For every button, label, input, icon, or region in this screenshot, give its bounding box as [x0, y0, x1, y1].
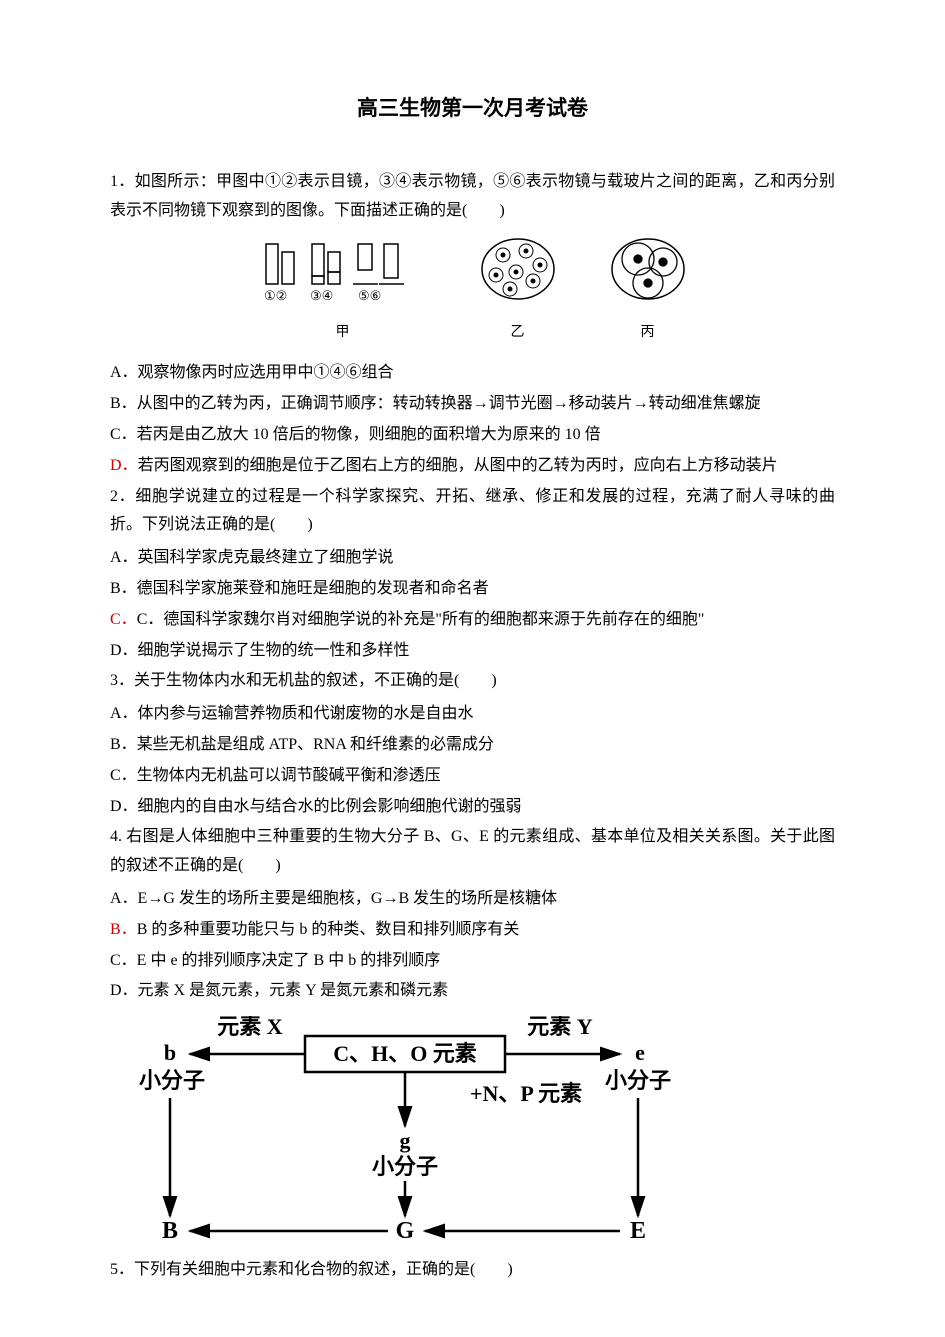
q4-C: C．E 中 e 的排列顺序决定了 B 中 b 的排列顺序: [110, 947, 835, 976]
svg-text:G: G: [396, 1218, 415, 1244]
q4-B: B．B 的多种重要功能只与 b 的种类、数目和排列顺序有关: [110, 916, 835, 945]
q2-D: D．细胞学说揭示了生物的统一性和多样性: [110, 637, 835, 666]
q2-stem: 2．细胞学说建立的过程是一个科学家探究、开拓、继承、修正和发展的过程，充满了耐人…: [110, 483, 835, 541]
figure-yi: 乙: [478, 237, 558, 345]
q1-A: A．观察物像丙时应选用甲中①④⑥组合: [110, 359, 835, 388]
label-yi: 乙: [478, 320, 558, 345]
q1-D-body: 若丙图观察到的细胞是位于乙图右上方的细胞，从图中的乙转为丙时，应向右上方移动装片: [138, 457, 778, 474]
figure-jia: ①② ③④ ⑤⑥ 甲: [258, 242, 428, 345]
svg-text:③④: ③④: [310, 288, 333, 303]
q2-B: B．德国科学家施莱登和施旺是细胞的发现者和命名者: [110, 575, 835, 604]
label-jia: 甲: [258, 320, 428, 345]
q3-stem: 3．关于生物体内水和无机盐的叙述，不正确的是( ): [110, 667, 835, 696]
q4-D: D．元素 X 是氮元素，元素 Y 是氮元素和磷元素: [110, 977, 835, 1006]
svg-text:C、H、O 元素: C、H、O 元素: [333, 1041, 477, 1066]
q1-D-prefix: D．: [110, 457, 138, 474]
q3-B: B．某些无机盐是组成 ATP、RNA 和纤维素的必需成分: [110, 731, 835, 760]
svg-text:b: b: [164, 1040, 176, 1065]
svg-text:e: e: [635, 1040, 645, 1065]
q2-C-prefix: C．: [110, 611, 137, 628]
q4-B-prefix: B．: [110, 921, 137, 938]
q3-D: D．细胞内的自由水与结合水的比例会影响细胞代谢的强弱: [110, 793, 835, 822]
svg-text:小分子: 小分子: [372, 1154, 438, 1179]
svg-text:g: g: [400, 1128, 411, 1153]
q4-diagram: C、H、O 元素 元素 X b 小分子 元素 Y e 小分子 +N、P 元素 g…: [130, 1016, 835, 1246]
cells-bing: [608, 237, 688, 307]
element-diagram: C、H、O 元素 元素 X b 小分子 元素 Y e 小分子 +N、P 元素 g…: [130, 1016, 690, 1246]
q2-A: A．英国科学家虎克最终建立了细胞学说: [110, 544, 835, 573]
q1-stem: 1．如图所示：甲图中①②表示目镜，③④表示物镜，⑤⑥表示物镜与载玻片之间的距离，…: [110, 168, 835, 226]
lens-diagram: ①② ③④ ⑤⑥: [258, 242, 428, 307]
q2-C: C．C．德国科学家魏尔肖对细胞学说的补充是"所有的细胞都来源于先前存在的细胞": [110, 606, 835, 635]
q1-B: B．从图中的乙转为丙，正确调节顺序：转动转换器→调节光圈→移动装片→转动细准焦螺…: [110, 390, 835, 419]
q4-B-body: B 的多种重要功能只与 b 的种类、数目和排列顺序有关: [137, 921, 520, 938]
svg-text:元素 Y: 元素 Y: [527, 1016, 593, 1039]
q4-stem: 4. 右图是人体细胞中三种重要的生物大分子 B、G、E 的元素组成、基本单位及相…: [110, 823, 835, 881]
svg-text:B: B: [162, 1218, 178, 1244]
q1-C: C．若丙是由乙放大 10 倍后的物像，则细胞的面积增大为原来的 10 倍: [110, 421, 835, 450]
svg-text:小分子: 小分子: [605, 1068, 671, 1093]
figure-bing: 丙: [608, 237, 688, 345]
label-bing: 丙: [608, 320, 688, 345]
svg-text:小分子: 小分子: [139, 1068, 205, 1093]
q2-C-pre: C．德国科学家魏尔肖对细胞学说的补充是: [137, 611, 436, 628]
svg-text:⑤⑥: ⑤⑥: [358, 288, 381, 303]
q1-D: D．若丙图观察到的细胞是位于乙图右上方的细胞，从图中的乙转为丙时，应向右上方移动…: [110, 452, 835, 481]
q2-C-quote: "所有的细胞都来源于先前存在的细胞": [435, 611, 704, 628]
q3-A: A．体内参与运输营养物质和代谢废物的水是自由水: [110, 700, 835, 729]
q3-C: C．生物体内无机盐可以调节酸碱平衡和渗透压: [110, 762, 835, 791]
q5-stem: 5．下列有关细胞中元素和化合物的叙述，正确的是( ): [110, 1256, 835, 1285]
svg-text:①②: ①②: [264, 288, 287, 303]
svg-text:E: E: [630, 1218, 646, 1244]
svg-text:+N、P 元素: +N、P 元素: [470, 1081, 582, 1106]
exam-title: 高三生物第一次月考试卷: [110, 90, 835, 128]
svg-text:元素 X: 元素 X: [217, 1016, 283, 1039]
q1-figure-row: ①② ③④ ⑤⑥ 甲 乙: [110, 237, 835, 345]
q4-A: A．E→G 发生的场所主要是细胞核，G→B 发生的场所是核糖体: [110, 885, 835, 914]
cells-yi: [478, 237, 558, 307]
